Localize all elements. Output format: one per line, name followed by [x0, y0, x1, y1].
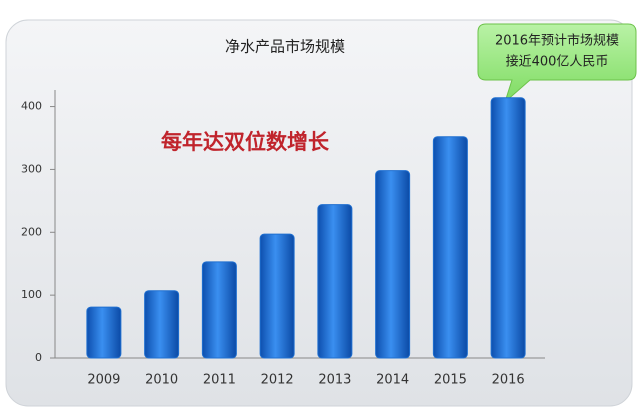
x-tick-label: 2009 [87, 373, 120, 388]
bar [317, 204, 353, 359]
chart-title: 净水产品市场规模 [225, 38, 345, 56]
x-tick-label: 2014 [376, 373, 409, 388]
x-tick-label: 2010 [145, 373, 178, 388]
x-tick-label: 2015 [434, 373, 467, 388]
bar [144, 290, 180, 359]
x-tick-label: 2011 [203, 373, 236, 388]
callout-text: 2016年预计市场规模 [495, 33, 619, 49]
y-tick-label: 400 [21, 100, 42, 113]
bar [375, 170, 411, 359]
y-tick-label: 0 [35, 351, 42, 364]
callout [477, 23, 637, 104]
bar [201, 261, 237, 359]
x-tick-label: 2012 [261, 373, 294, 388]
bar [259, 233, 295, 359]
y-tick-label: 300 [21, 162, 42, 175]
y-tick-label: 100 [21, 288, 42, 301]
x-tick-label: 2013 [318, 373, 351, 388]
x-tick-label: 2016 [492, 373, 525, 388]
bar [432, 136, 468, 359]
bar [86, 306, 122, 359]
y-tick-label: 200 [21, 225, 42, 238]
callout-text: 接近400亿人民币 [506, 54, 609, 70]
bar [490, 97, 526, 359]
annotation: 每年达双位数增长 [161, 130, 330, 154]
